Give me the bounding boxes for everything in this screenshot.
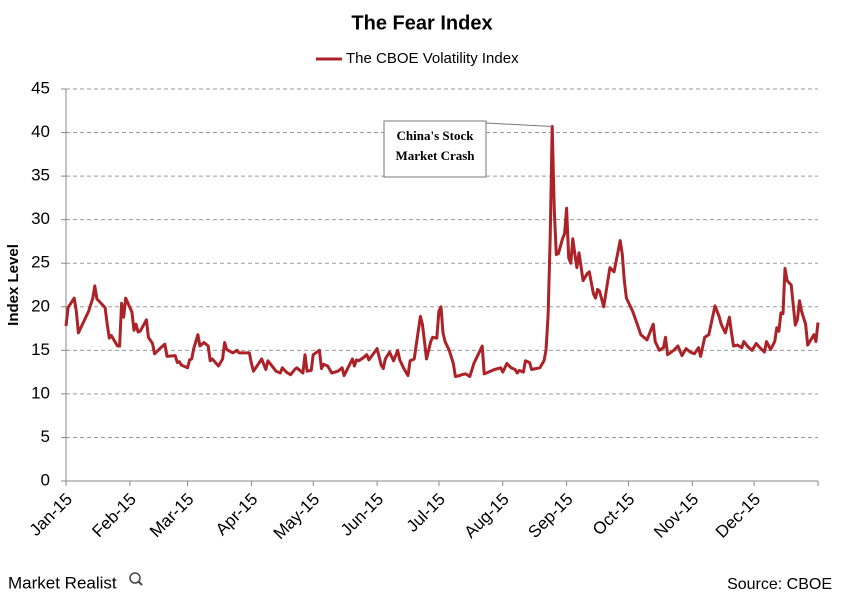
y-axis-label: Index Level: [5, 244, 22, 326]
y-tick-label: 15: [31, 340, 50, 359]
x-tick-label: Apr-15: [212, 490, 262, 540]
y-tick-label: 5: [41, 427, 50, 446]
x-tick-label: Oct-15: [589, 490, 639, 540]
x-tick-label: Jul-15: [403, 490, 449, 536]
annotation-text: Market Crash: [395, 148, 475, 163]
x-tick-label: Aug-15: [461, 490, 513, 542]
x-tick-label: Dec-15: [712, 490, 764, 542]
y-tick-label: 0: [41, 470, 50, 489]
brand-icon: [129, 572, 141, 584]
x-tick-label: Mar-15: [146, 490, 198, 542]
chart-title: The Fear Index: [351, 12, 492, 34]
y-tick-label: 10: [31, 383, 50, 402]
annotation-text: China's Stock: [397, 128, 475, 143]
series-line: [64, 125, 820, 378]
annotation-box: [383, 120, 487, 178]
x-tick-label: Feb-15: [88, 490, 140, 542]
y-tick-label: 40: [31, 122, 50, 141]
x-tick-label: May-15: [270, 490, 324, 544]
source: Source: CBOE: [727, 576, 832, 593]
y-tick-label: 35: [31, 166, 50, 185]
y-tick-label: 45: [31, 78, 50, 97]
y-tick-label: 30: [31, 209, 50, 228]
x-tick-label: Jan-15: [26, 490, 76, 540]
x-tick-label: Jun-15: [337, 490, 387, 540]
annotation-pointer: [485, 122, 553, 127]
x-tick-label: Sep-15: [524, 490, 576, 542]
y-tick-label: 20: [31, 296, 50, 315]
brand-name: Market Realist: [8, 573, 117, 592]
legend-label: The CBOE Volatility Index: [346, 50, 519, 67]
brand-icon: [137, 580, 143, 586]
y-tick-label: 25: [31, 253, 50, 272]
brand: Market Realist: [8, 572, 143, 592]
x-tick-label: Nov-15: [650, 490, 702, 542]
